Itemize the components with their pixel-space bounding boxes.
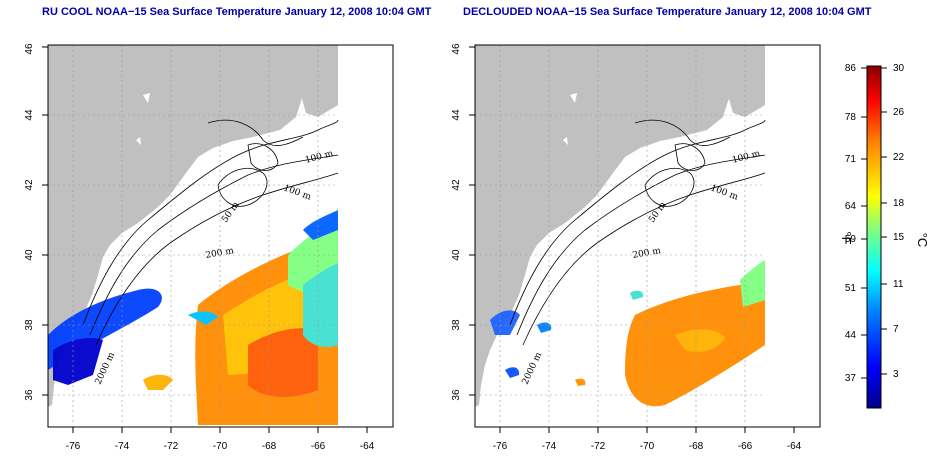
left-lon-labels: -76 -74 -72 -70 -68 -66 -64 (66, 441, 375, 452)
lat-tick-label: 44 (451, 109, 462, 121)
colorbar-f-unit: °F (839, 231, 854, 244)
right-lat-labels: 36 38 40 42 44 46 (451, 43, 462, 401)
lon-tick-label: -66 (311, 441, 326, 452)
left-map-title: RU COOL NOAA−15 Sea Surface Temperature … (42, 6, 432, 18)
colorbar-f-tick: 78 (845, 112, 857, 123)
lon-tick-label: -64 (360, 441, 375, 452)
right-lon-labels: -76 -74 -72 -70 -68 -66 -64 (493, 441, 802, 452)
lon-tick-label: -74 (542, 441, 557, 452)
colorbar-c-tick: 11 (893, 279, 904, 290)
lat-tick-label: 36 (24, 389, 35, 401)
left-map-panel: 100 m 100 m 50 m 200 m 2000 m (42, 44, 394, 433)
lat-tick-label: 44 (24, 109, 35, 121)
right-sst-data (490, 260, 765, 407)
colorbar-c-tick: 15 (893, 232, 905, 243)
contour-label-100m-a: 100 m (304, 149, 335, 166)
left-lat-labels: 36 38 40 42 44 46 (24, 43, 35, 401)
contour-label-2000m: 2000 m (521, 351, 545, 387)
right-map-panel: 100 m 100 m 50 m 200 m 2000 m (469, 44, 821, 433)
lat-tick-label: 40 (451, 249, 462, 261)
lon-tick-label: -66 (738, 441, 753, 452)
lon-tick-label: -70 (213, 441, 228, 452)
lat-tick-label: 36 (451, 389, 462, 401)
lon-tick-label: -76 (493, 441, 508, 452)
lat-tick-label: 42 (24, 179, 35, 191)
lat-tick-label: 38 (24, 319, 35, 331)
colorbar-c-tick: 30 (893, 63, 905, 74)
colorbar-f-tick: 71 (845, 154, 857, 165)
colorbar-c-tick: 3 (893, 369, 899, 380)
right-map-title: DECLOUDED NOAA−15 Sea Surface Temperatur… (463, 6, 872, 18)
lat-tick-label: 40 (24, 249, 35, 261)
colorbar-f-tick: 44 (845, 330, 857, 341)
lat-tick-label: 46 (24, 43, 35, 55)
colorbar-f-tick: 59 (845, 234, 857, 245)
colorbar-f-tick: 64 (845, 201, 857, 212)
right-axis-ticks (469, 46, 795, 433)
contour-label-100m-b: 100 m (282, 183, 313, 202)
colorbar-f-tick: 86 (845, 63, 857, 74)
lon-tick-label: -64 (787, 441, 802, 452)
colorbar-f-tick: 37 (845, 373, 857, 384)
left-sst-data (48, 205, 338, 425)
lat-tick-label: 38 (451, 319, 462, 331)
lon-tick-label: -72 (591, 441, 606, 452)
lon-tick-label: -68 (262, 441, 277, 452)
colorbar: 86 78 71 64 59 51 44 37 30 26 22 18 15 1… (839, 63, 930, 409)
colorbar-c-tick: 26 (893, 107, 905, 118)
contour-label-50m: 50 m (647, 200, 669, 225)
lat-tick-label: 42 (451, 179, 462, 191)
left-axis-ticks (42, 46, 368, 433)
contour-label-100m-b: 100 m (709, 183, 740, 202)
colorbar-c-unit: °C (915, 233, 930, 248)
contour-label-200m: 200 m (632, 246, 662, 261)
lon-tick-label: -70 (640, 441, 655, 452)
lon-tick-label: -76 (66, 441, 81, 452)
colorbar-gradient (866, 65, 882, 409)
lon-tick-label: -74 (115, 441, 130, 452)
contour-label-100m-a: 100 m (731, 149, 762, 166)
lon-tick-label: -68 (689, 441, 704, 452)
contour-label-200m: 200 m (205, 246, 235, 261)
colorbar-f-tick: 51 (845, 283, 857, 294)
lon-tick-label: -72 (164, 441, 179, 452)
colorbar-c-tick: 18 (893, 198, 905, 209)
colorbar-c-tick: 7 (893, 324, 899, 335)
contour-label-50m: 50 m (220, 200, 242, 225)
lat-tick-label: 46 (451, 43, 462, 55)
colorbar-c-tick: 22 (893, 152, 905, 163)
